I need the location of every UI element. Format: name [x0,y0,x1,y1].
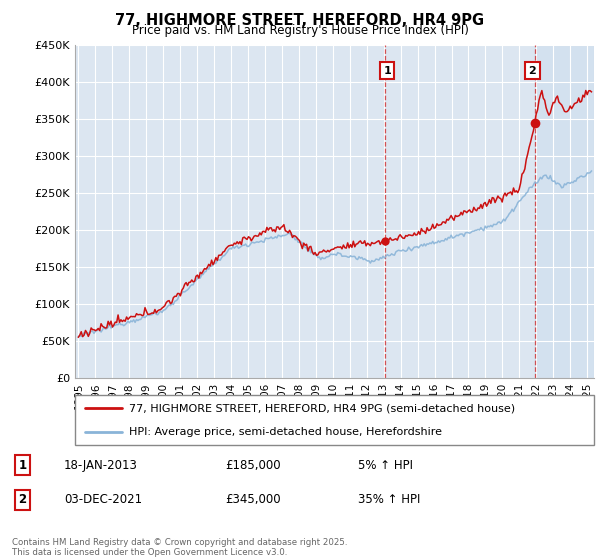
Text: 2: 2 [19,493,26,506]
Text: 77, HIGHMORE STREET, HEREFORD, HR4 9PG (semi-detached house): 77, HIGHMORE STREET, HEREFORD, HR4 9PG (… [130,403,515,413]
FancyBboxPatch shape [75,395,594,445]
Text: 77, HIGHMORE STREET, HEREFORD, HR4 9PG: 77, HIGHMORE STREET, HEREFORD, HR4 9PG [115,13,485,28]
Text: 1: 1 [19,459,26,472]
Text: 03-DEC-2021: 03-DEC-2021 [64,493,142,506]
Text: £345,000: £345,000 [225,493,281,506]
Text: Price paid vs. HM Land Registry's House Price Index (HPI): Price paid vs. HM Land Registry's House … [131,24,469,36]
Text: 5% ↑ HPI: 5% ↑ HPI [358,459,413,472]
Bar [535,45,594,378]
Text: HPI: Average price, semi-detached house, Herefordshire: HPI: Average price, semi-detached house,… [130,427,442,437]
Text: 35% ↑ HPI: 35% ↑ HPI [358,493,420,506]
Text: Contains HM Land Registry data © Crown copyright and database right 2025.
This d: Contains HM Land Registry data © Crown c… [12,538,347,557]
Text: 2: 2 [529,66,536,76]
Text: 18-JAN-2013: 18-JAN-2013 [64,459,138,472]
Text: 1: 1 [383,66,391,76]
Text: £185,000: £185,000 [225,459,281,472]
